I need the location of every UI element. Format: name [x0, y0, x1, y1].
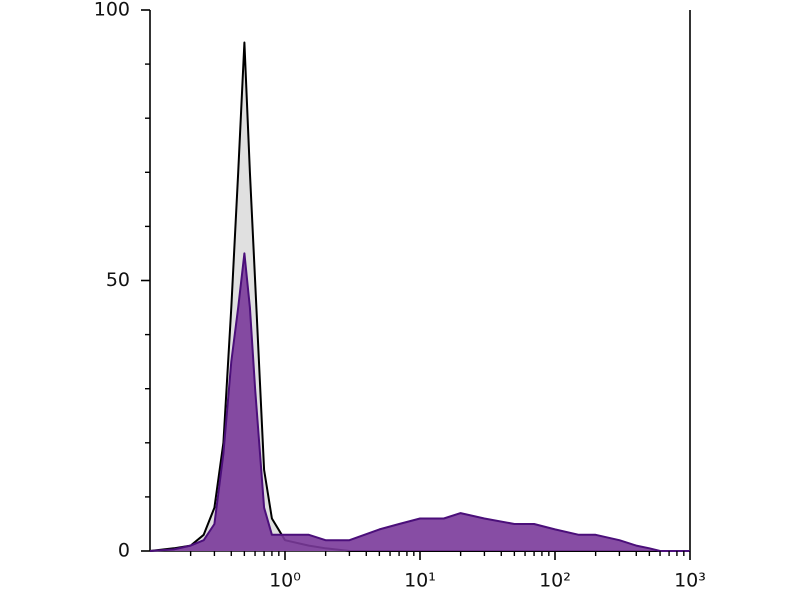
x-tick-label: 10³ — [674, 570, 706, 592]
y-tick-label: 50 — [106, 269, 130, 291]
y-tick-label: 100 — [94, 0, 130, 21]
y-tick-label: 0 — [118, 540, 130, 562]
x-tick-label: 10⁰ — [269, 570, 301, 592]
x-tick-label: 10² — [539, 570, 571, 592]
x-tick-label: 10¹ — [404, 570, 436, 592]
series-line — [149, 252, 690, 552]
